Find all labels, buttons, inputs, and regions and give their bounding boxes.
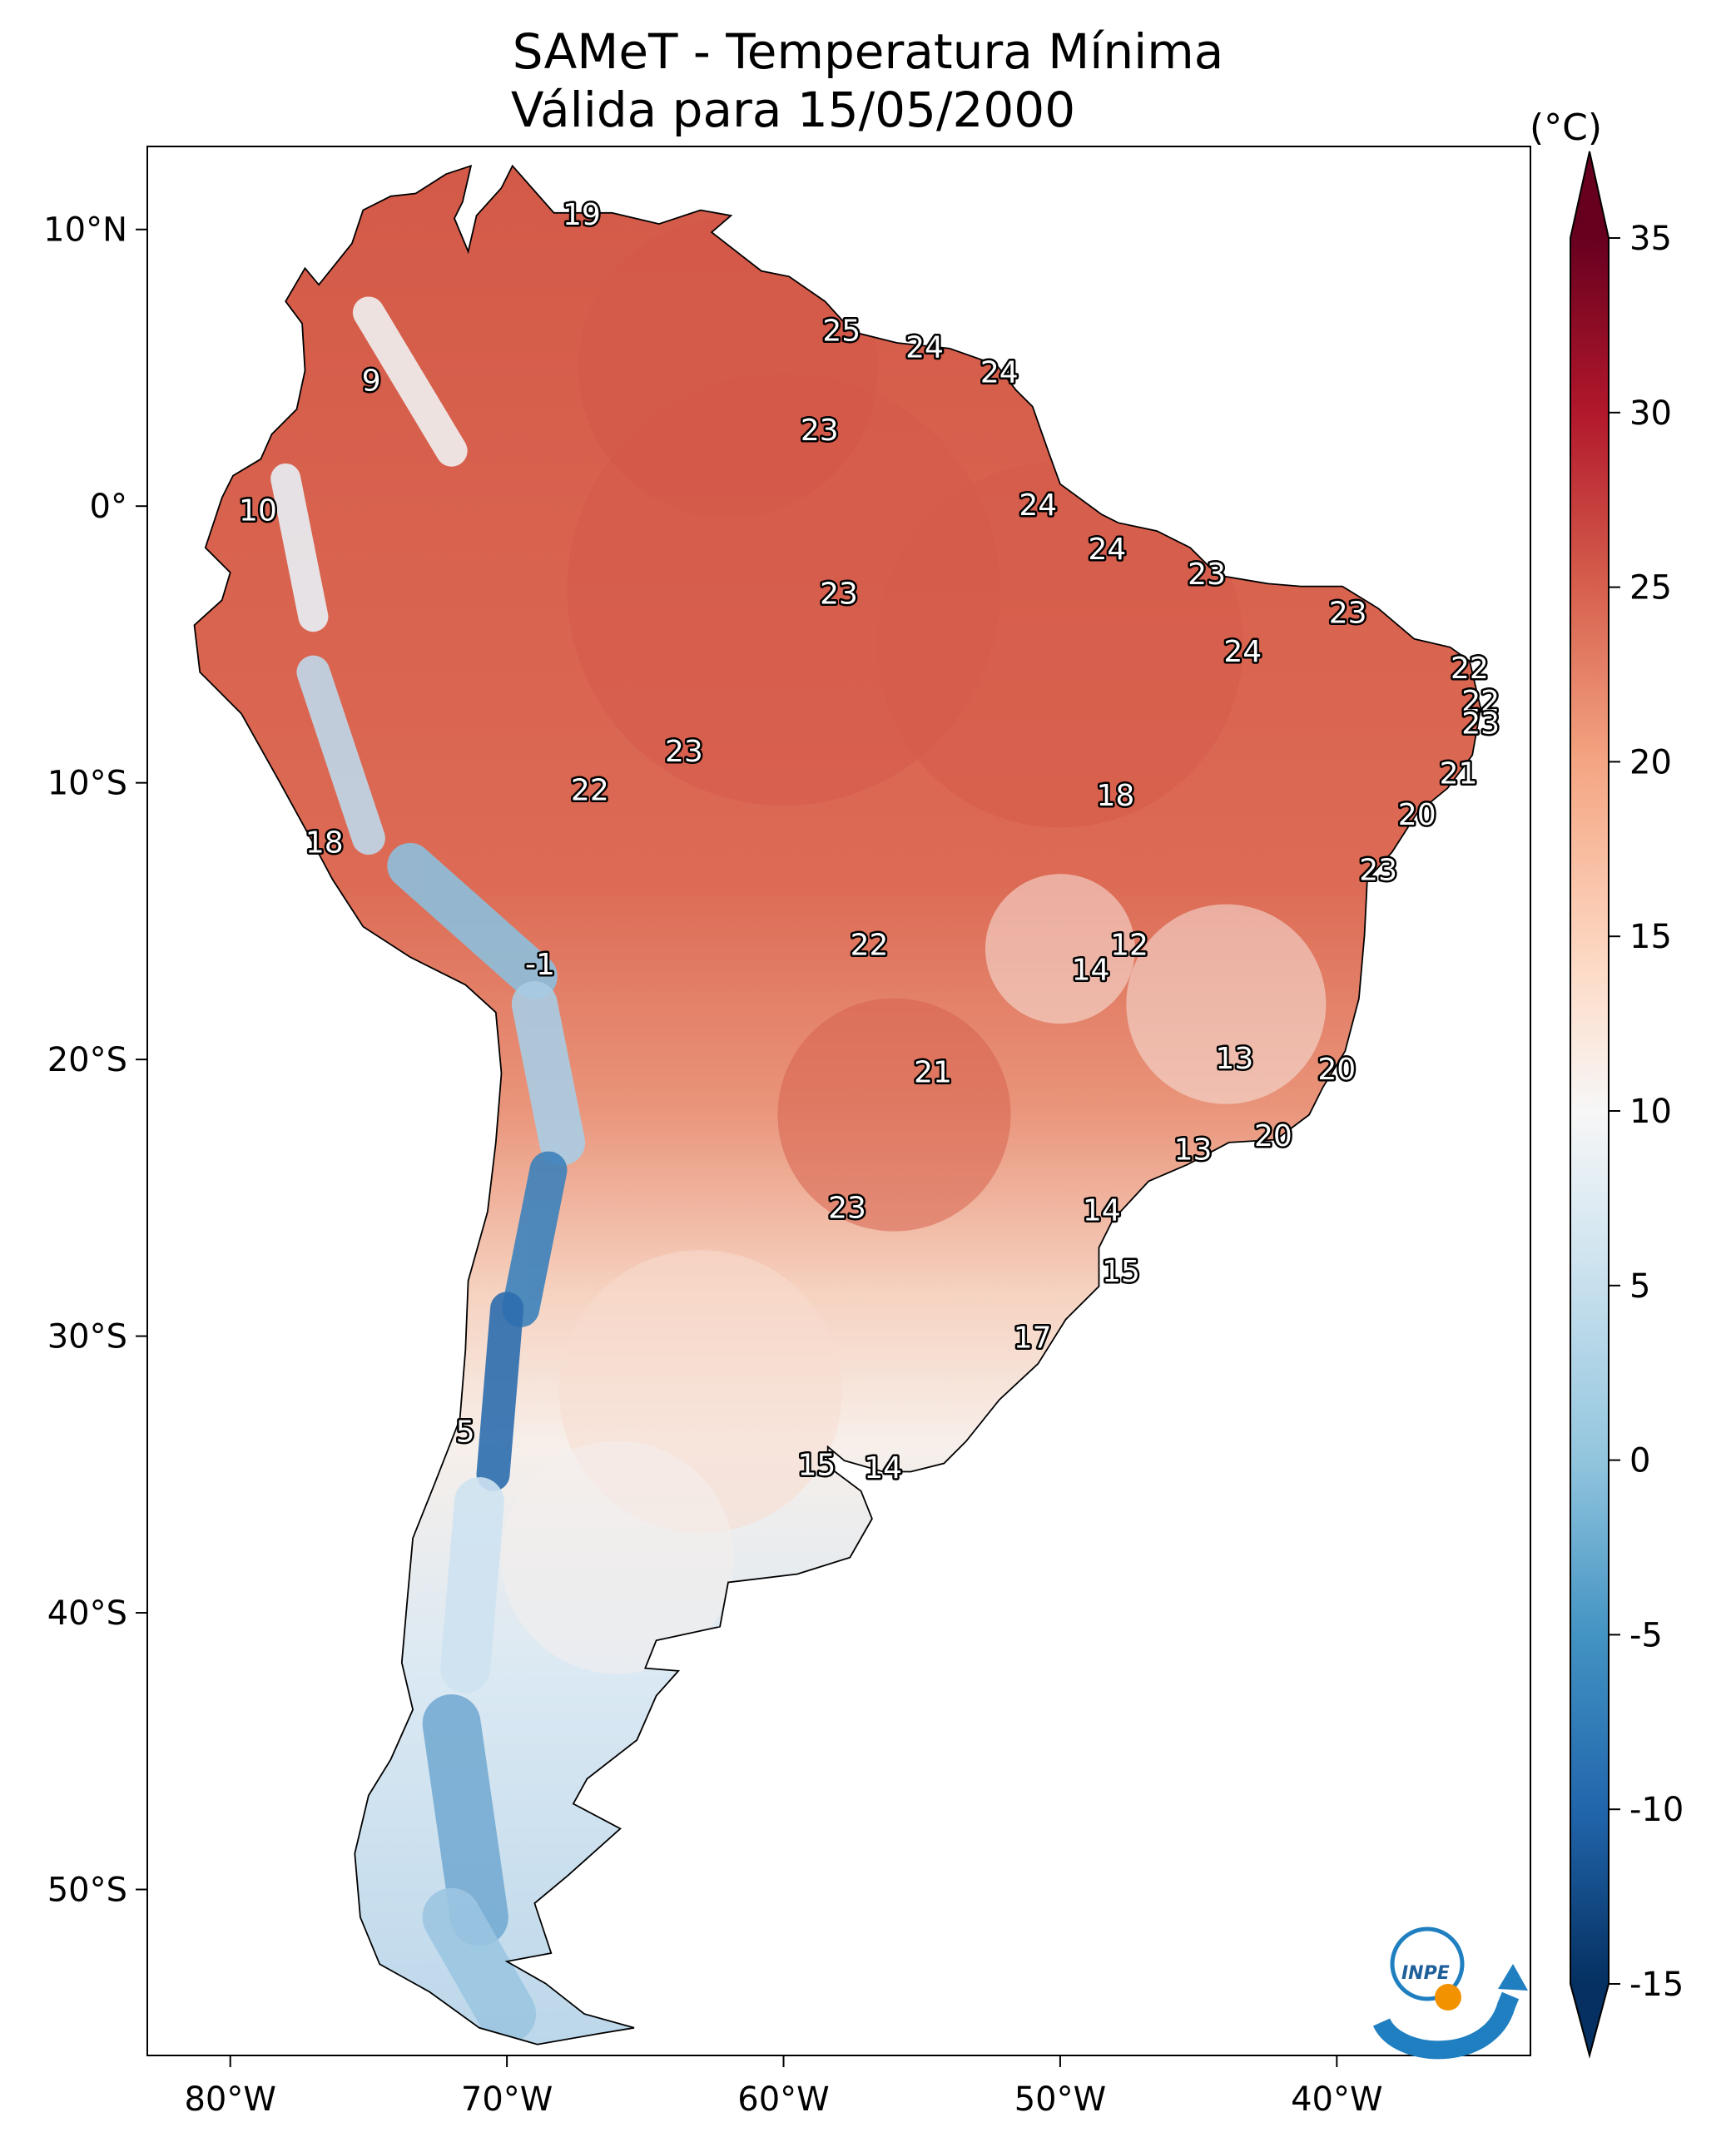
logo-sun-icon	[1435, 1984, 1461, 2011]
colorbar-tick-label: -5	[1629, 1616, 1663, 1654]
temperature-label: 23	[1461, 707, 1500, 741]
colorbar-tick-label: 5	[1629, 1267, 1650, 1306]
lon-tick-label: 40°W	[1291, 2080, 1382, 2119]
temperature-label: 18	[305, 826, 344, 860]
cold-zone-4	[511, 981, 586, 1166]
temperature-patch-1	[876, 461, 1243, 828]
temperature-label: 23	[1188, 558, 1226, 592]
cold-zone-9	[422, 1887, 537, 2044]
temperature-label: 12	[1110, 928, 1148, 962]
colorbar-body	[1570, 238, 1609, 1984]
temperature-patch-4	[1126, 904, 1327, 1104]
temperature-label: 19	[563, 198, 601, 232]
temperature-label: 23	[801, 414, 839, 448]
lat-tick-label: 10°N	[43, 211, 127, 250]
logo-arrow-icon	[1498, 1964, 1528, 1991]
cold-zone-6	[476, 1292, 524, 1491]
temperature-label: 24	[980, 355, 1019, 389]
map-title: SAMeT - Temperatura Mínima	[512, 23, 1224, 80]
map-subtitle: Válida para 15/05/2000	[510, 82, 1076, 138]
temperature-label: 24	[1223, 635, 1262, 669]
logo-text: INPE	[1401, 1963, 1450, 1984]
cold-zone-2	[296, 655, 385, 855]
coastline	[193, 164, 1482, 2045]
temperature-patch-3	[777, 998, 1011, 1232]
lat-tick-label: 40°S	[47, 1594, 127, 1633]
colorbar-tick-label: -10	[1629, 1791, 1684, 1829]
temperature-label: 18	[1096, 779, 1134, 813]
colorbar-tick-label: -15	[1629, 1966, 1684, 2004]
colorbar-unit-label: (°C)	[1530, 107, 1603, 149]
colorbar-tick-label: 15	[1629, 918, 1672, 956]
temperature-label: 20	[1398, 798, 1436, 832]
lon-tick-label: 80°W	[184, 2080, 275, 2119]
cold-zone-0	[352, 296, 468, 467]
lat-tick-label: 30°S	[47, 1318, 127, 1356]
temperature-patch-7	[501, 1440, 735, 1674]
lon-tick-label: 60°W	[737, 2080, 829, 2119]
temperature-label: 22	[1451, 652, 1489, 686]
colorbar-tick-label: 0	[1629, 1442, 1650, 1480]
logo-arc-icon	[1372, 1991, 1520, 2060]
temperature-label: 25	[822, 314, 861, 348]
lon-tick-label: 50°W	[1014, 2080, 1106, 2119]
temperature-field	[270, 217, 1327, 2044]
temperature-label: -1	[525, 948, 555, 982]
temperature-label: 23	[1329, 597, 1367, 631]
colorbar-tick-label: 35	[1629, 220, 1672, 258]
temperature-label: 24	[1089, 533, 1127, 567]
cold-zone-5	[502, 1151, 568, 1327]
colorbar-tick-label: 20	[1629, 743, 1672, 781]
colorbar: 35 30 25 20 15 10 5 0 -5 -10 -15	[1570, 151, 1684, 2059]
temperature-patch-2	[578, 217, 879, 518]
temperature-label: 23	[828, 1191, 866, 1225]
temperature-label: 13	[1174, 1133, 1213, 1168]
temperature-label: 20	[1317, 1053, 1356, 1087]
lon-tick-label: 70°W	[461, 2080, 553, 2119]
temperature-label: 22	[571, 773, 609, 807]
temperature-label: 14	[1083, 1194, 1121, 1228]
temperature-label: 14	[1072, 953, 1110, 987]
colorbar-tick-label: 25	[1629, 569, 1672, 607]
colorbar-tick-label: 30	[1629, 394, 1672, 433]
temperature-label: 21	[1440, 756, 1478, 791]
colorbar-tick-label: 10	[1629, 1093, 1672, 1131]
temperature-label: 22	[1461, 685, 1500, 719]
temperature-label: 15	[798, 1449, 836, 1483]
temperature-label: 13	[1215, 1042, 1253, 1076]
temperature-label: 23	[820, 577, 858, 611]
logo-ring-icon	[1390, 1926, 1465, 2001]
cold-zone-8	[422, 1694, 508, 1946]
temperature-patch-5	[985, 874, 1135, 1024]
temperature-label: 20	[1254, 1119, 1292, 1153]
temperature-label: 14	[864, 1451, 902, 1485]
axis-ticks: 80°W 70°W 60°W 50°W 40°W 10°N 0° 10°S 20°S 30°S 40…	[43, 211, 1382, 2119]
temperature-label: 9	[362, 364, 381, 398]
temperature-label: 23	[665, 735, 703, 769]
cold-zone-3	[387, 842, 558, 999]
lat-tick-label: 0°	[90, 488, 127, 526]
lat-tick-label: 50°S	[47, 1872, 127, 1910]
temperature-label: 22	[851, 928, 889, 962]
south-america-land	[193, 164, 1482, 2045]
temperature-label: 5	[456, 1416, 475, 1450]
cold-zone-1	[270, 463, 329, 632]
temperature-label: 21	[914, 1055, 952, 1089]
temperature-label: 24	[905, 330, 944, 364]
cold-zone-7	[440, 1477, 504, 1693]
colorbar-max-extend	[1570, 151, 1609, 238]
lat-tick-label: 10°S	[47, 765, 127, 803]
temperature-label: 10	[239, 494, 277, 528]
temperature-label: 23	[1359, 854, 1397, 888]
lat-tick-label: 20°S	[47, 1041, 127, 1079]
temperature-label: 17	[1014, 1321, 1052, 1356]
inpe-logo: INPE	[1372, 1926, 1528, 2060]
temperature-label: 15	[1102, 1255, 1140, 1289]
temperature-label: 24	[1019, 488, 1057, 523]
colorbar-min-extend	[1570, 1984, 1609, 2055]
